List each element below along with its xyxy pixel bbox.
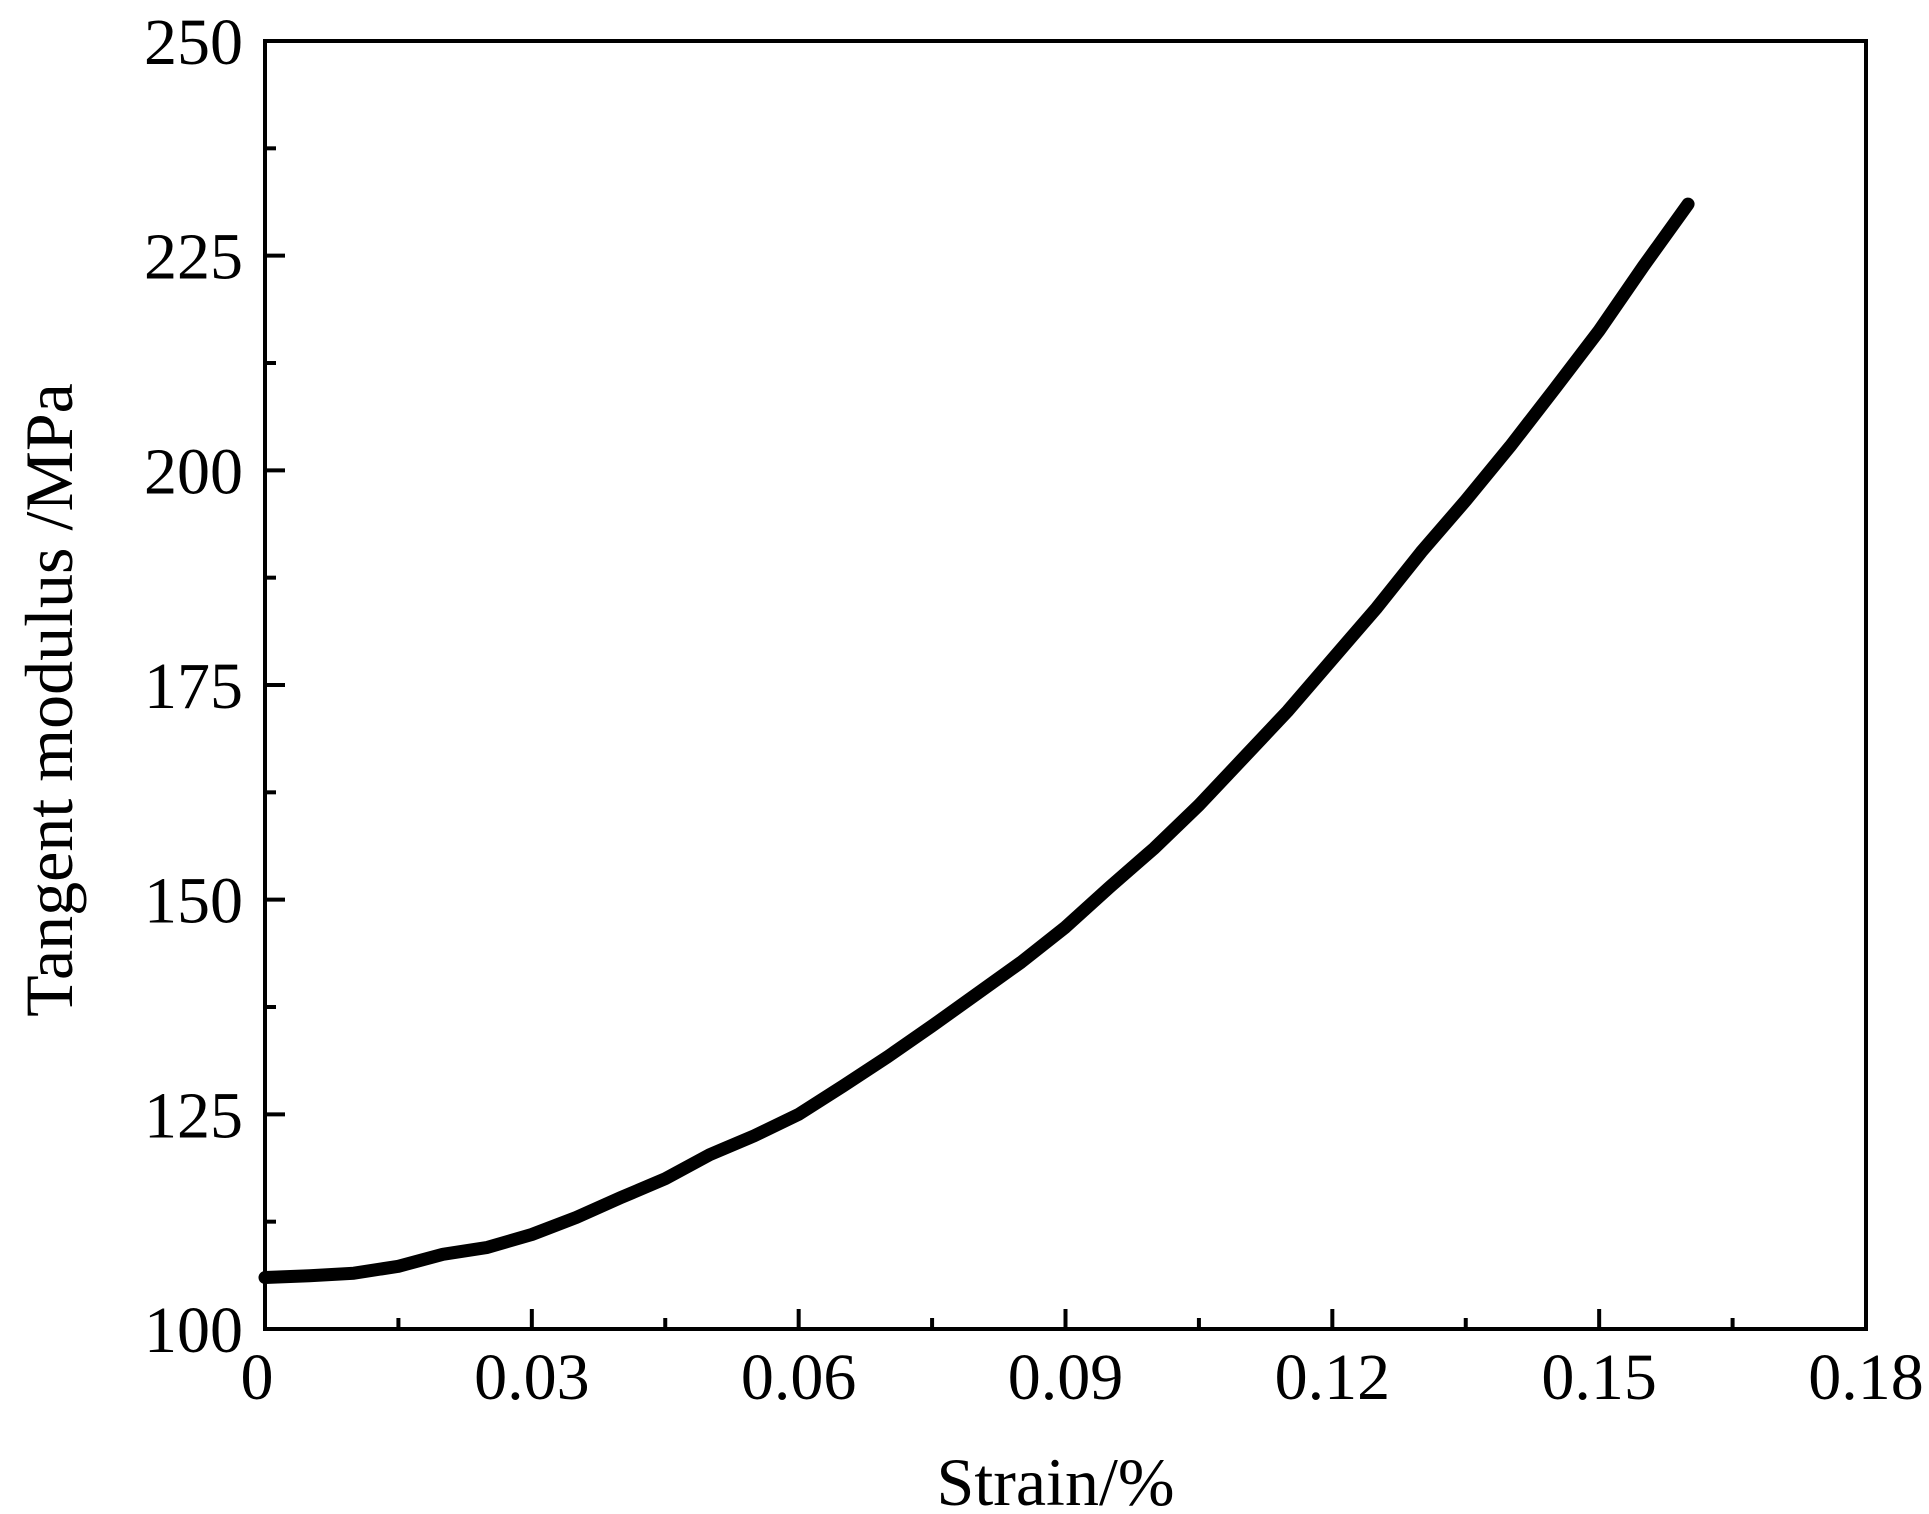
x-tick-label: 0.18 — [1808, 1341, 1924, 1414]
y-tick-label: 200 — [144, 435, 243, 508]
x-tick-labels: 0 0.03 0.06 0.09 0.12 0.15 0.18 — [241, 1341, 1924, 1414]
x-axis-ticks — [263, 1309, 1868, 1329]
x-tick-label: 0 — [241, 1341, 274, 1414]
y-tick-label: 150 — [144, 865, 243, 938]
plot-frame — [263, 39, 1868, 1331]
x-tick-label: 0.12 — [1275, 1341, 1391, 1414]
y-tick-label: 125 — [144, 1079, 243, 1152]
y-axis-title: Tangent modulus /MPa — [11, 383, 87, 1017]
x-tick-label: 0.03 — [474, 1341, 590, 1414]
x-tick-label: 0.15 — [1541, 1341, 1657, 1414]
x-tick-label: 0.06 — [741, 1341, 857, 1414]
x-axis-title: Strain/% — [937, 1444, 1175, 1514]
y-tick-labels: 100 125 150 175 200 225 250 — [144, 6, 243, 1367]
y-tick-label: 225 — [144, 221, 243, 294]
y-tick-label: 250 — [144, 6, 243, 79]
series-line-tangent-modulus — [258, 197, 1695, 1284]
x-tick-label: 0.09 — [1008, 1341, 1124, 1414]
y-tick-label: 100 — [144, 1294, 243, 1367]
y-tick-label: 175 — [144, 650, 243, 723]
y-axis-ticks — [265, 39, 285, 1331]
